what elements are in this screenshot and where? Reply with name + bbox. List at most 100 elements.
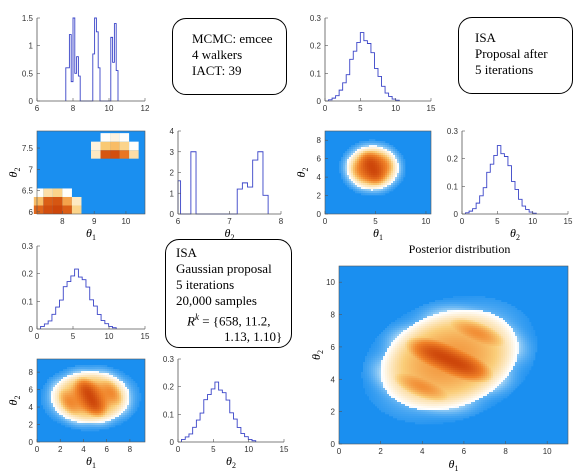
isa-after-joint-heatmap-cell	[383, 149, 386, 152]
isa-gauss-joint-heatmap-cell	[75, 403, 78, 406]
posterior-heatmap-cell	[389, 358, 392, 361]
isa-gauss-joint-heatmap-cell	[73, 397, 76, 400]
isa-after-joint-heatmap-cell	[377, 161, 380, 164]
isa-gauss-joint-heatmap-cell	[65, 391, 68, 394]
isa-after-joint-heatmap-cell	[339, 163, 342, 166]
isa-after-joint-heatmap-cell	[363, 151, 366, 154]
isa-after-joint-heatmap-cell	[347, 183, 350, 186]
posterior-heatmap-cell	[455, 348, 458, 351]
posterior-heatmap-cell	[389, 354, 392, 357]
isa-after-joint-heatmap-cell	[357, 145, 360, 148]
posterior-heatmap-cell	[379, 340, 382, 343]
isa-gauss-joint-heatmap-cell	[41, 389, 44, 392]
isa-gauss-joint-heatmap-cell	[105, 425, 108, 428]
posterior-heatmap-cell	[403, 314, 406, 317]
posterior-heatmap-cell	[427, 332, 430, 335]
isa-gauss-joint-heatmap-cell	[77, 421, 80, 424]
posterior-heatmap-cell	[445, 300, 448, 303]
posterior-heatmap-cell	[487, 368, 490, 371]
isa-gauss-joint-heatmap-cell	[79, 401, 82, 404]
posterior-heatmap-cell	[517, 370, 520, 373]
posterior-heatmap-cell	[511, 308, 514, 311]
posterior-heatmap-cell	[399, 320, 402, 323]
posterior-heatmap-cell	[411, 332, 414, 335]
isa-after-joint-heatmap-cell	[385, 187, 388, 190]
posterior-heatmap-cell	[451, 368, 454, 371]
posterior-heatmap-cell	[465, 340, 468, 343]
posterior-heatmap-cell	[535, 350, 538, 353]
posterior-heatmap-cell	[471, 304, 474, 307]
isa-after-joint-heatmap-cell	[373, 139, 376, 142]
isa-gauss-joint-heatmap-cell	[131, 399, 134, 402]
posterior-heatmap-cell	[443, 314, 446, 317]
posterior-heatmap-cell	[441, 338, 444, 341]
posterior-heatmap-cell	[461, 350, 464, 353]
isa-after-joint-heatmap-cell	[379, 143, 382, 146]
posterior-heatmap-cell	[419, 318, 422, 321]
posterior-heatmap-cell	[507, 306, 510, 309]
isa-gauss-joint-heatmap-cell	[89, 379, 92, 382]
posterior-heatmap-cell	[417, 338, 420, 341]
posterior-heatmap-cell	[403, 328, 406, 331]
posterior-heatmap-cell	[421, 336, 424, 339]
posterior-heatmap-cell	[495, 330, 498, 333]
posterior-heatmap-cell	[381, 334, 384, 337]
posterior-heatmap-cell	[401, 358, 404, 361]
posterior-heatmap-cell	[509, 308, 512, 311]
isa-gauss-joint-heatmap-cell	[73, 403, 76, 406]
posterior-heatmap-cell	[525, 326, 528, 329]
posterior-heatmap-cell	[475, 330, 478, 333]
isa-gauss-joint-heatmap-cell	[105, 381, 108, 384]
posterior-heatmap-cell	[487, 356, 490, 359]
isa-gauss-joint-heatmap-cell	[57, 391, 60, 394]
isa-gauss-joint-heatmap-cell	[69, 419, 72, 422]
posterior-heatmap-cell	[467, 314, 470, 317]
isa-gauss-joint-heatmap-cell	[97, 427, 100, 430]
posterior-heatmap-cell	[459, 354, 462, 357]
posterior-heatmap-cell	[519, 334, 522, 337]
posterior-heatmap-cell	[525, 342, 528, 345]
posterior-heatmap-cell	[479, 338, 482, 341]
isa-after-joint-heatmap-cell	[359, 159, 362, 162]
posterior-heatmap-cell	[531, 332, 534, 335]
posterior-heatmap-cell	[511, 370, 514, 373]
isa-after-joint-heatmap-cell	[343, 181, 346, 184]
isa-gauss-joint-heatmap-cell	[81, 421, 84, 424]
isa-after-joint-heatmap-cell	[347, 151, 350, 154]
isa-gauss-joint-heatmap-cell	[109, 381, 112, 384]
posterior-heatmap-cell	[495, 372, 498, 375]
isa-after-joint-heatmap-cell	[395, 169, 398, 172]
isa-gauss-joint-heatmap-cell	[61, 373, 64, 376]
posterior-heatmap-cell	[475, 320, 478, 323]
posterior-heatmap-cell	[533, 340, 536, 343]
posterior-heatmap-cell	[421, 356, 424, 359]
posterior-heatmap-cell	[455, 302, 458, 305]
posterior-heatmap-cell	[375, 366, 378, 369]
isa-gauss-joint-heatmap-cell	[63, 389, 66, 392]
isa-gauss-joint-heatmap-cell	[107, 427, 110, 430]
posterior-heatmap-cell	[385, 368, 388, 371]
posterior-heatmap-cell	[451, 320, 454, 323]
posterior-heatmap-cell	[443, 332, 446, 335]
posterior-heatmap-cell	[473, 296, 476, 299]
posterior-heatmap-cell	[511, 320, 514, 323]
isa-after-joint-heatmap-cell	[401, 179, 404, 182]
posterior-heatmap-cell	[455, 296, 458, 299]
posterior-heatmap-cell	[431, 314, 434, 317]
posterior-heatmap-cell	[503, 328, 506, 331]
isa-gauss-joint-heatmap-cell	[41, 393, 44, 396]
posterior-heatmap-cell	[529, 340, 532, 343]
posterior-heatmap-cell	[473, 350, 476, 353]
posterior-heatmap-cell	[421, 334, 424, 337]
posterior-heatmap-cell	[377, 350, 380, 353]
posterior-heatmap-cell	[525, 344, 528, 347]
posterior-heatmap-cell	[475, 312, 478, 315]
posterior-heatmap-cell	[521, 352, 524, 355]
posterior-heatmap-cell	[429, 314, 432, 317]
isa-gauss-joint-heatmap-cell	[75, 427, 78, 430]
posterior-heatmap-cell	[419, 332, 422, 335]
posterior-heatmap-cell	[397, 344, 400, 347]
posterior-heatmap-cell	[425, 362, 428, 365]
isa-gauss-joint-heatmap-cell	[121, 403, 124, 406]
isa-gauss-joint-heatmap-cell	[45, 403, 48, 406]
